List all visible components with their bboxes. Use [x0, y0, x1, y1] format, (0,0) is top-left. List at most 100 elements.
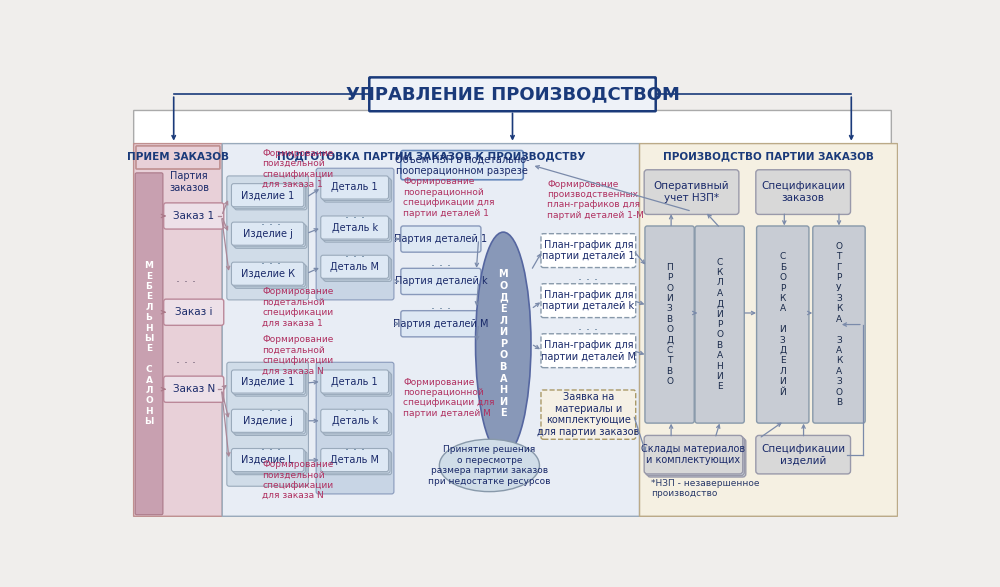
Text: Деталь k: Деталь k	[332, 222, 378, 232]
FancyBboxPatch shape	[541, 234, 636, 268]
Text: Партия
заказов: Партия заказов	[169, 171, 209, 193]
Text: Оперативный
учет НЗП*: Оперативный учет НЗП*	[654, 181, 729, 203]
Text: *НЗП - незавершенное
производство: *НЗП - незавершенное производство	[651, 479, 760, 498]
Text: . . .: . . .	[261, 215, 281, 228]
FancyBboxPatch shape	[322, 411, 390, 434]
FancyBboxPatch shape	[134, 144, 222, 517]
FancyBboxPatch shape	[164, 299, 224, 325]
FancyBboxPatch shape	[231, 370, 304, 393]
FancyBboxPatch shape	[401, 226, 481, 252]
FancyBboxPatch shape	[321, 409, 389, 433]
FancyBboxPatch shape	[324, 373, 392, 396]
Text: М
О
Д
Е
Л
И
Р
О
В
А
Н
И
Е: М О Д Е Л И Р О В А Н И Е	[498, 269, 508, 419]
Text: ПРИЕМ ЗАКАЗОВ: ПРИЕМ ЗАКАЗОВ	[127, 153, 229, 163]
FancyBboxPatch shape	[321, 176, 389, 199]
FancyBboxPatch shape	[541, 390, 636, 439]
FancyBboxPatch shape	[227, 176, 308, 300]
Text: Деталь М: Деталь М	[330, 262, 379, 272]
Text: . . .: . . .	[431, 299, 451, 312]
FancyBboxPatch shape	[322, 218, 390, 241]
Text: Спецификации
заказов: Спецификации заказов	[761, 181, 845, 203]
Text: . . .: . . .	[176, 353, 196, 366]
Text: О
Т
Г
Р
У
З
К
А
 
З
А
К
А
З
О
В: О Т Г Р У З К А З А К А З О В	[835, 242, 842, 407]
FancyBboxPatch shape	[231, 448, 304, 471]
Text: Формирование
подетальной
спецификации
для заказа 1: Формирование подетальной спецификации дл…	[262, 288, 334, 328]
Text: . . .: . . .	[431, 257, 451, 269]
Text: Деталь 1: Деталь 1	[331, 183, 378, 193]
Text: Формирование
подетальной
спецификации
для заказа N: Формирование подетальной спецификации дл…	[262, 335, 334, 376]
FancyBboxPatch shape	[235, 265, 307, 288]
FancyBboxPatch shape	[695, 226, 744, 423]
Text: М
Е
Б
Е
Л
Ь
Н
Ы
Е
 
С
А
Л
О
Н
Ы: М Е Б Е Л Ь Н Ы Е С А Л О Н Ы	[144, 261, 154, 426]
Text: Деталь М: Деталь М	[330, 455, 379, 465]
Text: Деталь 1: Деталь 1	[331, 376, 378, 386]
Text: . . .: . . .	[345, 208, 365, 221]
FancyBboxPatch shape	[644, 436, 743, 474]
Text: Изделие К: Изделие К	[241, 269, 295, 279]
FancyBboxPatch shape	[231, 184, 304, 207]
FancyBboxPatch shape	[401, 268, 481, 295]
Text: . . .: . . .	[578, 270, 598, 284]
Text: . . .: . . .	[345, 247, 365, 260]
FancyBboxPatch shape	[321, 370, 389, 393]
Text: Изделие j: Изделие j	[243, 416, 293, 426]
Text: Формирование
поиздельной
спецификации
для заказа 1: Формирование поиздельной спецификации дл…	[262, 149, 334, 189]
Text: . . .: . . .	[345, 440, 365, 454]
FancyBboxPatch shape	[233, 411, 305, 434]
Ellipse shape	[439, 439, 539, 492]
FancyBboxPatch shape	[324, 258, 392, 281]
Text: План-график для
партии деталей М: План-график для партии деталей М	[541, 340, 636, 362]
Text: . . .: . . .	[578, 321, 598, 333]
FancyBboxPatch shape	[231, 409, 304, 433]
FancyBboxPatch shape	[401, 150, 523, 180]
FancyBboxPatch shape	[321, 255, 389, 278]
FancyBboxPatch shape	[164, 376, 224, 402]
FancyBboxPatch shape	[756, 170, 851, 214]
FancyBboxPatch shape	[369, 77, 656, 112]
Text: Объём НЗП в подетально-
пооперационном разрезе: Объём НЗП в подетально- пооперационном р…	[395, 154, 529, 176]
FancyBboxPatch shape	[227, 362, 308, 486]
FancyBboxPatch shape	[233, 450, 305, 473]
Text: Заявка на
материалы и
комплектующие
для партии заказов: Заявка на материалы и комплектующие для …	[537, 392, 639, 437]
FancyBboxPatch shape	[322, 450, 390, 473]
Text: Изделие 1: Изделие 1	[241, 376, 294, 386]
FancyBboxPatch shape	[136, 146, 220, 169]
Text: . . .: . . .	[261, 254, 281, 267]
FancyBboxPatch shape	[401, 311, 481, 337]
FancyBboxPatch shape	[813, 226, 865, 423]
FancyBboxPatch shape	[645, 226, 694, 423]
Text: Деталь k: Деталь k	[332, 416, 378, 426]
Text: ПРОИЗВОДСТВО ПАРТИИ ЗАКАЗОВ: ПРОИЗВОДСТВО ПАРТИИ ЗАКАЗОВ	[663, 151, 874, 161]
FancyBboxPatch shape	[757, 226, 809, 423]
Text: Принятие решения
о пересмотре
размера партии заказов
при недостатке ресурсов: Принятие решения о пересмотре размера па…	[428, 446, 551, 485]
FancyBboxPatch shape	[134, 110, 891, 517]
Text: Партия деталей 1: Партия деталей 1	[394, 234, 487, 244]
FancyBboxPatch shape	[235, 412, 307, 436]
FancyBboxPatch shape	[640, 144, 898, 517]
FancyBboxPatch shape	[324, 412, 392, 436]
FancyBboxPatch shape	[231, 222, 304, 245]
Text: . . .: . . .	[261, 401, 281, 414]
Text: Формирование
производственных
план-графиков для
партий деталей 1-М: Формирование производственных план-графи…	[547, 180, 644, 220]
FancyBboxPatch shape	[322, 257, 390, 280]
FancyBboxPatch shape	[233, 264, 305, 287]
FancyBboxPatch shape	[541, 284, 636, 318]
Text: Заказ N: Заказ N	[173, 384, 215, 394]
FancyBboxPatch shape	[164, 203, 224, 229]
FancyBboxPatch shape	[647, 438, 746, 477]
FancyBboxPatch shape	[644, 170, 739, 214]
FancyBboxPatch shape	[322, 372, 390, 394]
Text: Заказ i: Заказ i	[175, 307, 212, 317]
Text: УПРАВЛЕНИЕ ПРОИЗВОДСТВОМ: УПРАВЛЕНИЕ ПРОИЗВОДСТВОМ	[346, 85, 679, 103]
FancyBboxPatch shape	[235, 187, 307, 210]
Text: Склады материалов
и комплектующих: Склады материалов и комплектующих	[641, 444, 746, 465]
FancyBboxPatch shape	[233, 224, 305, 247]
FancyBboxPatch shape	[541, 334, 636, 367]
Text: . . .: . . .	[176, 272, 196, 285]
Ellipse shape	[476, 232, 531, 456]
FancyBboxPatch shape	[324, 219, 392, 242]
FancyBboxPatch shape	[316, 168, 394, 300]
Text: Изделие L: Изделие L	[241, 455, 294, 465]
FancyBboxPatch shape	[233, 185, 305, 208]
FancyBboxPatch shape	[222, 144, 640, 517]
